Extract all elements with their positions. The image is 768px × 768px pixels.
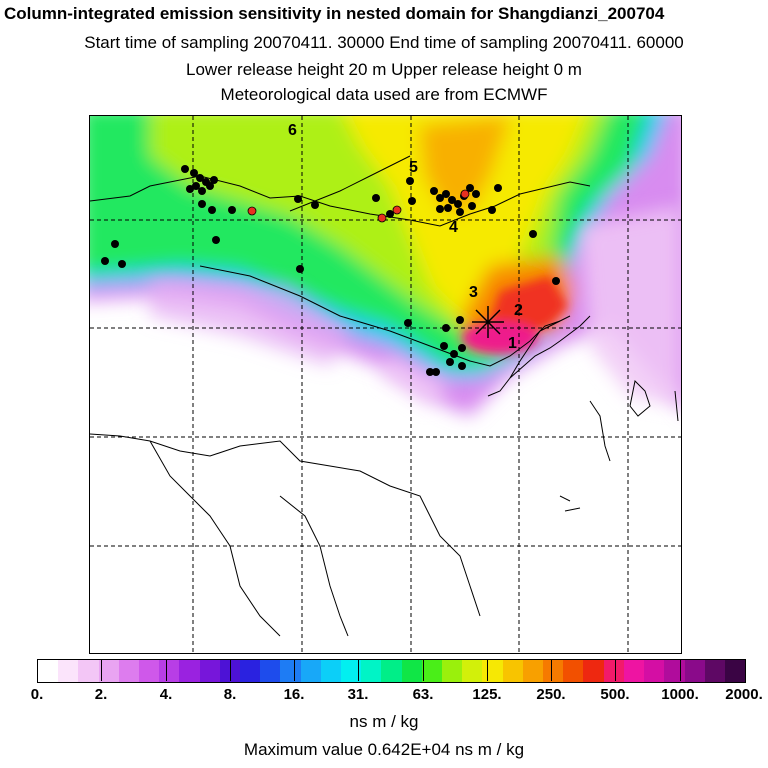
color-scale-tick-label: 8. — [223, 686, 237, 703]
color-scale-tick — [166, 659, 167, 681]
color-swatch — [442, 660, 463, 682]
color-scale-tick-label: 0. — [30, 686, 44, 703]
color-scale-tick — [101, 659, 102, 681]
color-swatch — [644, 660, 665, 682]
receptor-star-icon — [472, 306, 504, 338]
color-swatch — [724, 660, 746, 682]
color-swatch — [462, 660, 483, 682]
color-swatch — [280, 660, 301, 682]
color-swatch — [482, 660, 503, 682]
color-swatch — [139, 660, 160, 682]
color-scale-tick-label: 125. — [472, 686, 502, 703]
cluster-label-1: 1 — [508, 335, 517, 352]
color-scale-tick — [230, 659, 231, 681]
color-swatch — [240, 660, 261, 682]
color-swatch — [341, 660, 362, 682]
color-scale-tick — [358, 659, 359, 681]
color-swatch — [118, 660, 140, 682]
cluster-label-2: 2 — [514, 302, 523, 319]
color-scale-tick — [487, 659, 488, 681]
cluster-label-5: 5 — [409, 159, 418, 176]
color-scale-tick-label: 4. — [159, 686, 173, 703]
color-scale-tick-label: 2. — [94, 686, 108, 703]
color-swatch — [300, 660, 321, 682]
color-swatch — [361, 660, 382, 682]
color-swatch — [78, 660, 99, 682]
color-swatch — [219, 660, 241, 682]
color-scale-tick — [294, 659, 295, 681]
sampling-time-line: Start time of sampling 20070411. 30000 E… — [84, 33, 684, 52]
color-swatch — [38, 660, 59, 682]
color-swatch — [98, 660, 119, 682]
color-scale-tick-label: 250. — [536, 686, 566, 703]
color-swatch — [563, 660, 584, 682]
color-swatch — [543, 660, 564, 682]
color-swatch — [58, 660, 79, 682]
color-scale-tick-label: 1000. — [661, 686, 699, 703]
color-swatch — [159, 660, 180, 682]
release-height-line: Lower release height 20 m Upper release … — [186, 60, 582, 79]
color-scale-tick-label: 500. — [600, 686, 630, 703]
met-data-line: Meteorological data used are from ECMWF — [220, 85, 548, 104]
plot-title: Column-integrated emission sensitivity i… — [4, 4, 665, 23]
color-swatch — [260, 660, 281, 682]
color-scale-tick-label: 2000. — [725, 686, 763, 703]
color-swatch — [421, 660, 443, 682]
color-scale-tick — [680, 659, 681, 681]
coastlines — [90, 155, 679, 637]
color-scale-tick — [423, 659, 424, 681]
color-swatch — [684, 660, 705, 682]
color-scale-tick-label: 16. — [283, 686, 305, 703]
color-scale-tick-label: 31. — [347, 686, 369, 703]
cluster-label-4: 4 — [449, 219, 458, 236]
color-scale-tick — [615, 659, 616, 681]
color-swatch — [704, 660, 725, 682]
emission-sensitivity-map: 1 2 3 4 5 6 — [90, 116, 681, 653]
color-scale-bar — [37, 659, 746, 683]
color-swatch — [320, 660, 342, 682]
cluster-points-red — [247, 189, 470, 223]
color-swatch — [502, 660, 523, 682]
color-swatch — [603, 660, 624, 682]
cluster-label-3: 3 — [469, 284, 478, 301]
cluster-label-6: 6 — [288, 122, 297, 139]
color-swatch — [381, 660, 402, 682]
color-swatch — [401, 660, 422, 682]
color-scale-tick — [551, 659, 552, 681]
color-swatch — [522, 660, 544, 682]
color-scale-unit: ns m / kg — [349, 712, 419, 731]
color-swatch — [179, 660, 200, 682]
color-scale-tick-label: 63. — [412, 686, 434, 703]
maximum-value-text: Maximum value 0.642E+04 ns m / kg — [243, 740, 525, 759]
color-swatch — [664, 660, 685, 682]
map-panel: 1 2 3 4 5 6 — [89, 115, 682, 654]
color-swatch — [199, 660, 220, 682]
color-swatch — [623, 660, 645, 682]
cluster-points — [101, 165, 560, 376]
color-swatch — [583, 660, 604, 682]
